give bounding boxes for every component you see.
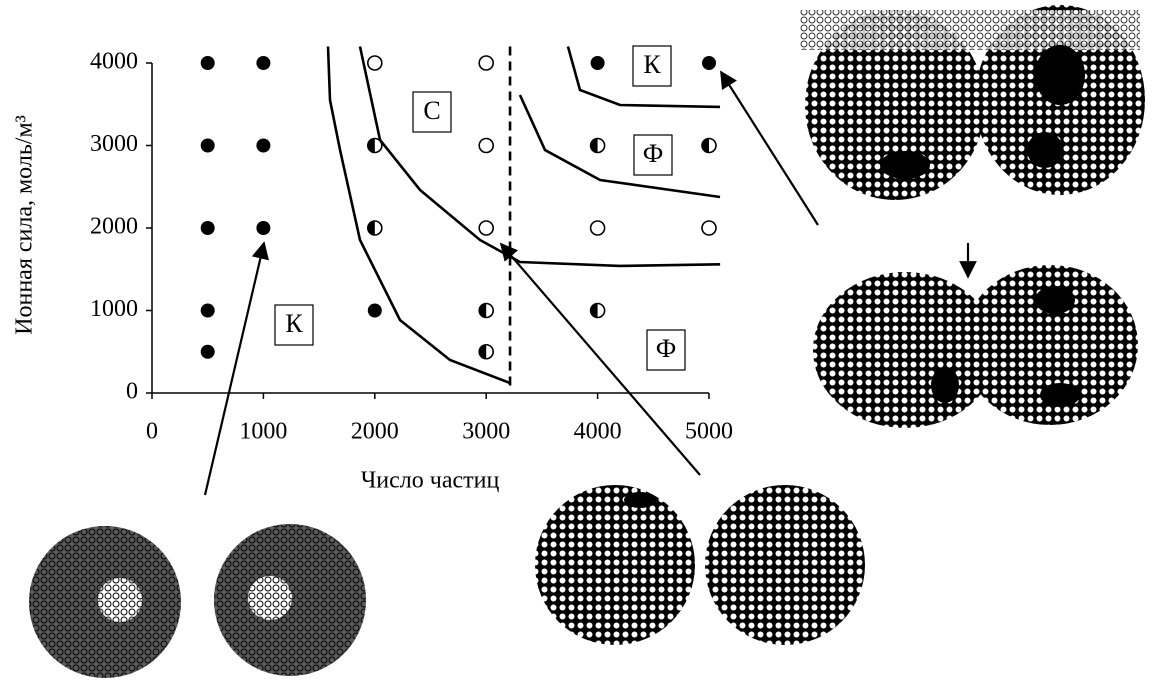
point-filled bbox=[201, 304, 215, 318]
plot: 0 1000 2000 3000 4000 0 1000 2000 3000 4000 5000 С К… bbox=[90, 46, 733, 445]
boundary-line bbox=[520, 95, 720, 197]
point-filled bbox=[702, 56, 716, 70]
point-half bbox=[702, 139, 716, 153]
point-open bbox=[479, 221, 493, 235]
x-tick-label: 2000 bbox=[351, 419, 399, 445]
point-filled bbox=[256, 56, 270, 70]
y-tick-label: 2000 bbox=[90, 214, 138, 240]
point-filled bbox=[591, 56, 605, 70]
x-tick-label: 4000 bbox=[574, 419, 622, 445]
figure: 0 1000 2000 3000 4000 0 1000 2000 3000 4000 5000 С К… bbox=[0, 0, 1153, 686]
point-open bbox=[591, 221, 605, 235]
y-tick-label: 1000 bbox=[90, 296, 138, 322]
y-tick-label: 0 bbox=[126, 379, 138, 405]
point-half bbox=[479, 345, 493, 359]
point-filled bbox=[256, 221, 270, 235]
x-tick-label: 3000 bbox=[462, 419, 510, 445]
region-label: Ф bbox=[656, 334, 677, 363]
point-filled bbox=[201, 345, 215, 359]
x-tick-label: 1000 bbox=[239, 419, 287, 445]
point-filled bbox=[201, 56, 215, 70]
point-half bbox=[479, 304, 493, 318]
region-label: Ф bbox=[643, 139, 664, 168]
region-label: К bbox=[643, 50, 661, 79]
point-half bbox=[368, 221, 382, 235]
point-filled bbox=[256, 139, 270, 153]
point-open bbox=[479, 56, 493, 70]
point-filled bbox=[201, 221, 215, 235]
point-half bbox=[591, 139, 605, 153]
particle-images bbox=[29, 5, 1145, 678]
x-tick-label: 0 bbox=[146, 419, 158, 445]
x-tick-label: 5000 bbox=[685, 419, 733, 445]
y-tick-label: 4000 bbox=[90, 49, 138, 75]
point-filled bbox=[201, 139, 215, 153]
point-open bbox=[479, 139, 493, 153]
point-open bbox=[702, 221, 716, 235]
y-axis-label: Ионная сила, моль/м³ bbox=[12, 115, 38, 335]
region-label: С bbox=[423, 96, 440, 125]
point-half bbox=[368, 139, 382, 153]
point-filled bbox=[368, 304, 382, 318]
x-axis-label: Число частиц bbox=[361, 468, 500, 494]
point-half bbox=[591, 304, 605, 318]
point-open bbox=[368, 56, 382, 70]
y-tick-label: 3000 bbox=[90, 131, 138, 157]
region-label: К bbox=[285, 309, 303, 338]
